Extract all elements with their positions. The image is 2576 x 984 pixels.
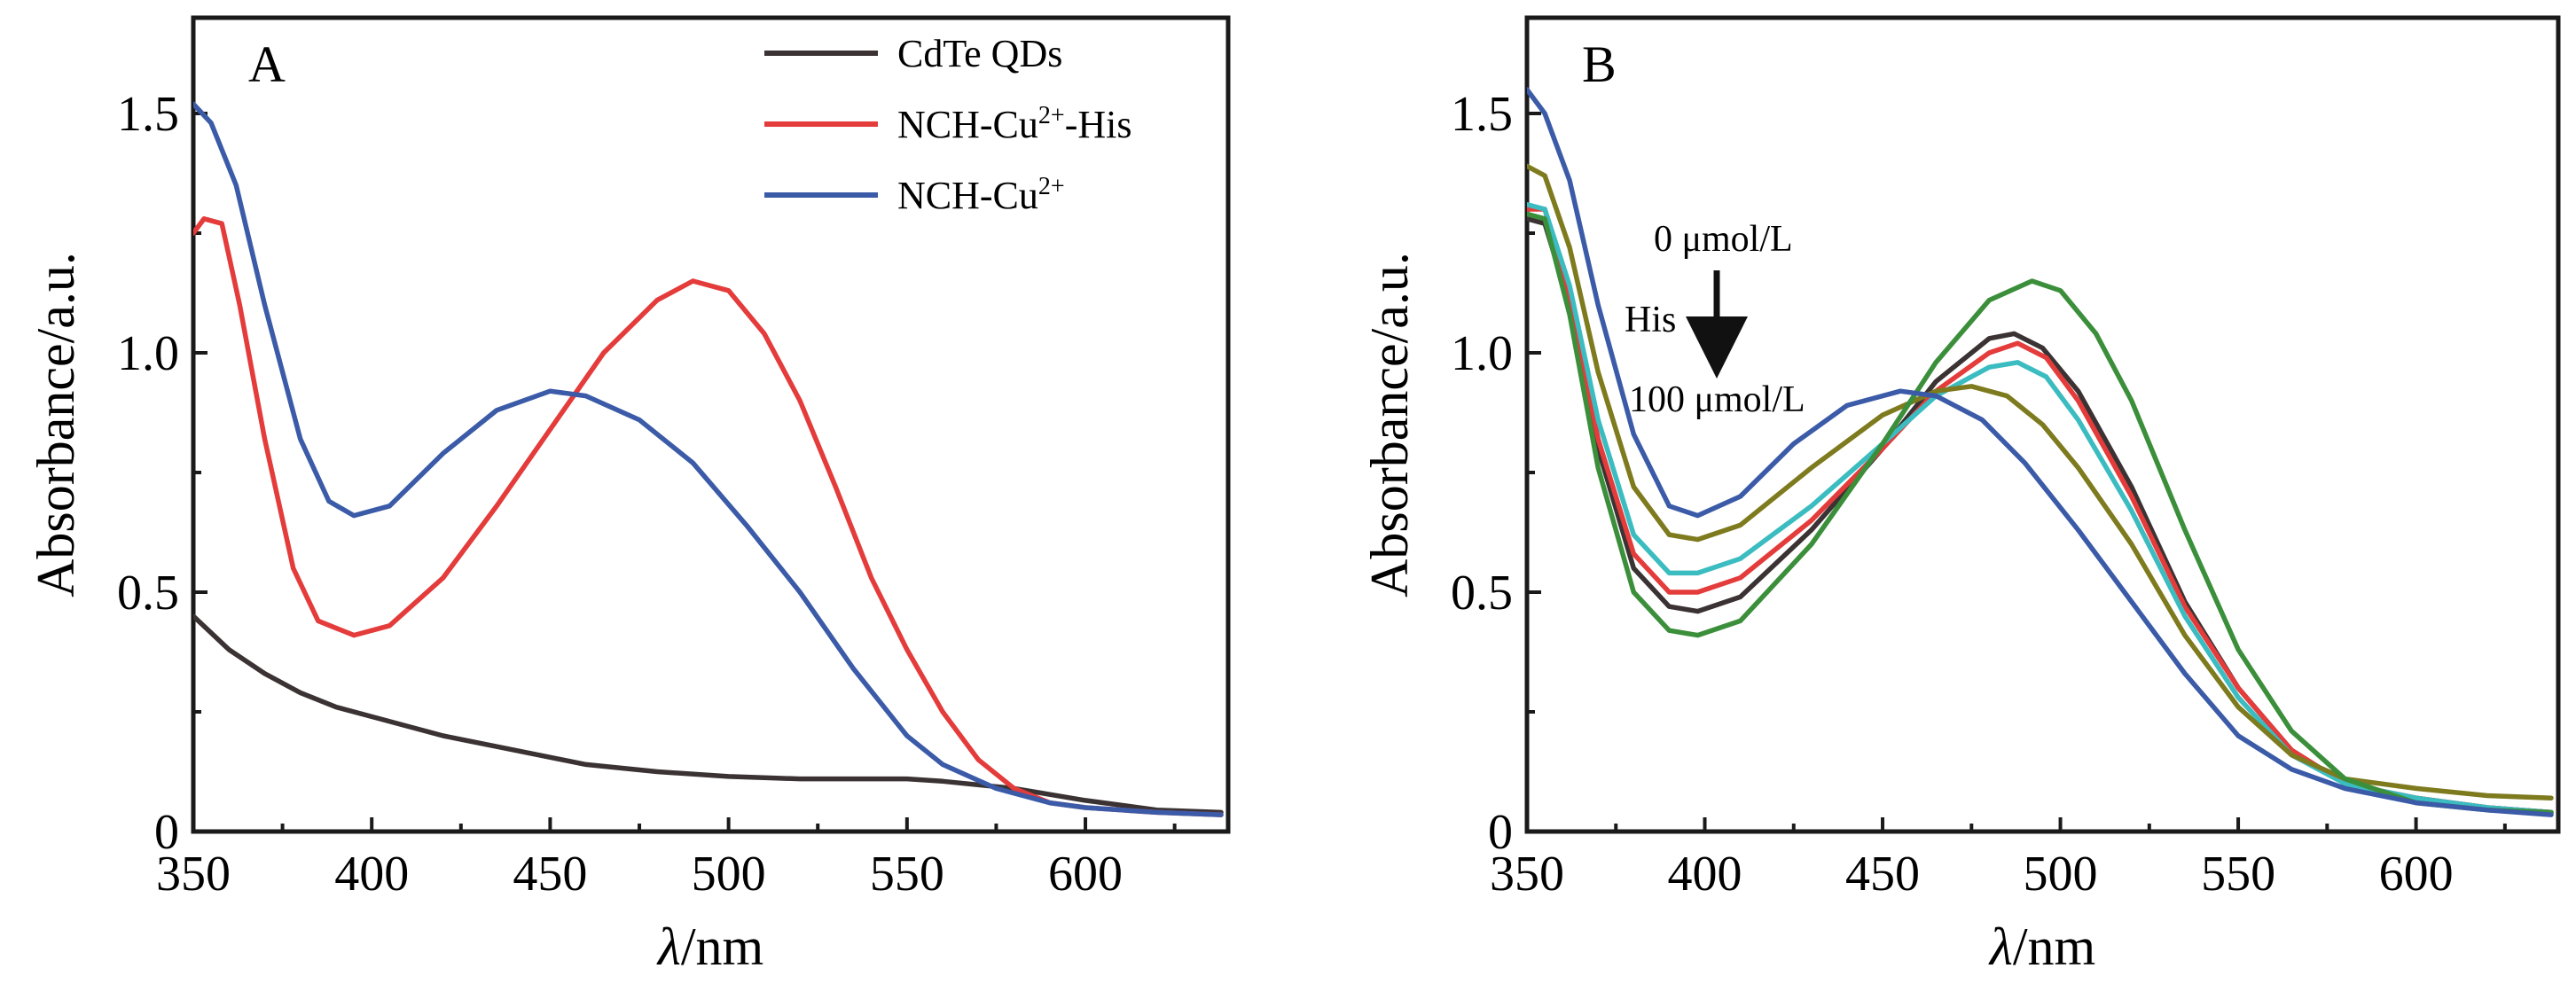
- legend-label-suffix: -His: [1065, 103, 1132, 146]
- x-axis-title-unit: /nm: [2013, 918, 2095, 976]
- y-tick-label: 0.5: [1451, 566, 1513, 621]
- x-tick-label: 500: [692, 847, 766, 902]
- legend-label: NCH-Cu2+-His: [897, 102, 1131, 146]
- y-tick-label: 1.0: [117, 326, 179, 381]
- annotation-start: 0 μmol/L: [1654, 219, 1793, 260]
- x-axis-title-symbol: λ: [1988, 918, 2013, 976]
- y-tick-label: 1.5: [1451, 87, 1513, 142]
- plot-frame: [191, 15, 1231, 834]
- x-tick-label: 450: [1845, 847, 1920, 902]
- series-group: [193, 101, 1224, 817]
- series-line-b-3: [1527, 163, 2554, 800]
- panel-b: 350 400 450 500 550 600 0 0.5 1.0 1.5 λ/nm Absorban…: [1360, 15, 2561, 976]
- legend-label-base: NCH-Cu: [897, 103, 1038, 146]
- x-tick-label: 500: [2024, 847, 2098, 902]
- legend-label-superscript: 2+: [1038, 173, 1065, 200]
- x-tick-label: 600: [2379, 847, 2454, 902]
- x-axis-title: λ/nm: [1988, 918, 2095, 976]
- x-tick-label: 550: [870, 847, 944, 902]
- x-tick-label: 350: [1490, 847, 1564, 902]
- panel-a: 350 400 450 500 550 600 0 0.5 1.0 1.5 λ/nm Absorban…: [27, 15, 1231, 976]
- series-line-b-5: [1527, 87, 2554, 817]
- y-tick-label: 0: [1488, 805, 1513, 860]
- x-tick-label: 400: [1668, 847, 1742, 902]
- annotation-end: 100 μmol/L: [1629, 379, 1805, 420]
- x-tick-label: 550: [2201, 847, 2275, 902]
- legend-label: NCH-Cu2+: [897, 173, 1065, 217]
- y-tick-label: 0: [154, 805, 179, 860]
- x-tick-label: 600: [1048, 847, 1123, 902]
- y-tick-label: 1.5: [117, 87, 179, 142]
- plot-frame: [1524, 15, 2561, 834]
- series-line-a-2: [193, 101, 1224, 817]
- x-axis-title-symbol: λ: [656, 918, 681, 976]
- y-axis-title: Absorbance/a.u.: [27, 252, 85, 597]
- x-axis-title-unit: /nm: [681, 918, 763, 976]
- annotation-analyte: His: [1625, 300, 1676, 340]
- series-line-b-4: [1527, 211, 2554, 816]
- x-tick-label: 350: [156, 847, 231, 902]
- series-line-b-0: [1527, 216, 2554, 816]
- series-line-a-0: [193, 613, 1224, 816]
- series-line-a-1: [193, 216, 1224, 817]
- x-tick-label: 450: [513, 847, 587, 902]
- legend-label-base: NCH-Cu: [897, 174, 1038, 217]
- legend-label-base: CdTe QDs: [897, 32, 1062, 75]
- x-axis-title: λ/nm: [656, 918, 763, 976]
- series-group: [1527, 87, 2554, 817]
- panel-label: B: [1582, 35, 1617, 93]
- concentration-annotation: 0 μmol/L His 100 μmol/L: [1625, 219, 1805, 420]
- x-tick-label: 400: [334, 847, 409, 902]
- y-axis-title: Absorbance/a.u.: [1360, 252, 1419, 597]
- y-tick-label: 1.0: [1451, 326, 1513, 381]
- panel-label: A: [248, 35, 286, 93]
- y-tick-label: 0.5: [117, 566, 179, 621]
- legend-label-superscript: 2+: [1038, 102, 1065, 129]
- legend-label: CdTe QDs: [897, 32, 1062, 75]
